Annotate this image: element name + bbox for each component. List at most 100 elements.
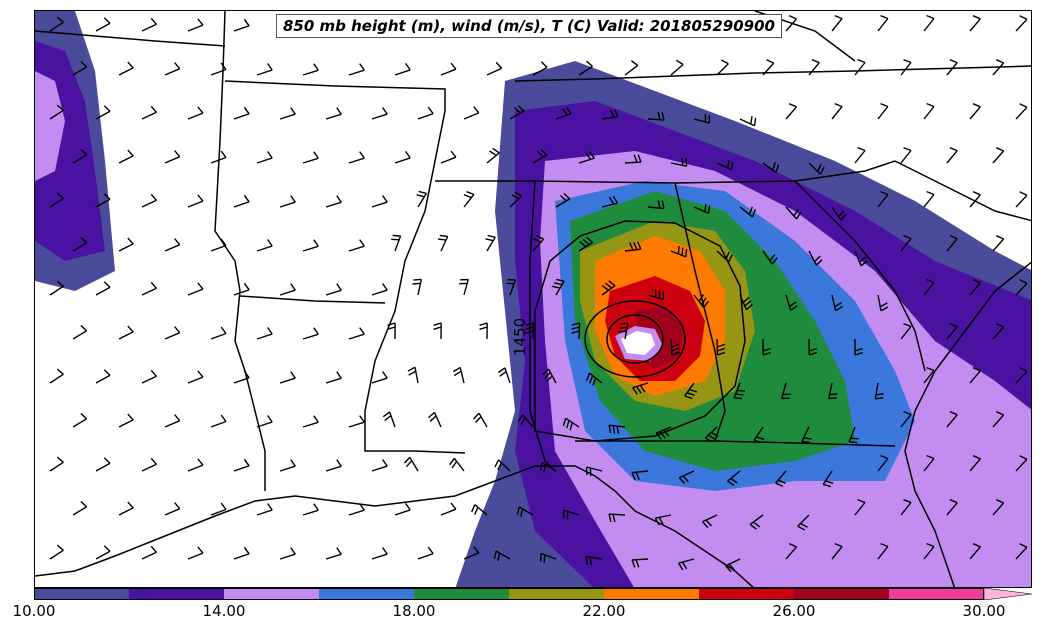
colorbar-tick-label: 30.00 [962, 602, 1006, 620]
wind-barb [739, 116, 757, 127]
wind-barb [233, 282, 250, 296]
wind-barb [762, 59, 775, 76]
wind-barb [1015, 543, 1028, 560]
wind-barb [233, 546, 250, 560]
wind-barb [348, 239, 365, 252]
wind-barb [463, 190, 475, 208]
wind-barb [762, 162, 780, 173]
wind-barb [900, 146, 912, 164]
colorbar-segment [794, 588, 890, 600]
wind-barb [900, 498, 912, 516]
wind-barb [394, 62, 411, 76]
wind-barb [463, 546, 480, 560]
wind-barb [394, 150, 411, 164]
wind-barb [624, 154, 642, 164]
wind-barb [325, 547, 342, 560]
wind-barb [506, 278, 517, 296]
wind-barb [472, 412, 488, 428]
wind-barb [72, 500, 88, 516]
wind-barb [532, 61, 548, 76]
wind-barb [118, 61, 134, 76]
wind-barb [403, 456, 419, 472]
wind-barb [391, 234, 402, 252]
wind-barb [325, 459, 342, 472]
wind-barb [371, 107, 388, 120]
wind-barb [95, 281, 111, 296]
wind-barbs [49, 14, 1028, 573]
wind-barb [187, 458, 204, 472]
wind-barb [601, 280, 616, 296]
wind-barb [808, 162, 825, 175]
wind-barb [739, 294, 753, 311]
wind-barb [797, 514, 810, 531]
wind-barb [874, 382, 884, 400]
wind-barb [95, 457, 111, 472]
colorbar-segment [889, 588, 985, 600]
wind-barb [654, 514, 672, 526]
wind-barb [555, 192, 571, 208]
wind-barb [539, 462, 557, 473]
wind-barb [946, 410, 958, 428]
wind-barb [433, 322, 442, 340]
wind-barb [946, 234, 958, 252]
wind-barb [716, 160, 734, 171]
wind-barb [141, 457, 158, 472]
wind-barb [233, 18, 250, 32]
wind-barb [187, 370, 204, 384]
wind-barb [539, 552, 557, 563]
wind-barb [1015, 15, 1028, 32]
wind-barb [371, 195, 388, 208]
wind-barb [164, 326, 181, 340]
state-border-2 [224, 80, 446, 111]
wind-barb [302, 151, 319, 164]
wind-barb [438, 234, 449, 252]
wind-barb [571, 322, 581, 340]
colorbar-tick-label: 10.00 [12, 602, 56, 620]
wind-barb [233, 194, 250, 208]
wind-barb [72, 324, 88, 340]
wind-barb [578, 60, 593, 76]
wind-barb [412, 278, 422, 296]
colorbar-segment [699, 588, 795, 600]
state-border-1 [214, 11, 266, 491]
wind-barb [563, 509, 580, 520]
wind-barb [585, 372, 603, 386]
wind-barb [923, 542, 935, 560]
wind-barb [394, 502, 411, 516]
state-border-3 [35, 30, 226, 47]
wind-barb [428, 411, 442, 428]
wind-barb [49, 280, 64, 296]
map-title: 850 mb height (m), wind (m/s), T (C) Val… [276, 14, 782, 38]
wind-barb [233, 458, 250, 472]
wind-barb [95, 193, 111, 208]
wind-barb [210, 326, 227, 340]
wind-barb [877, 190, 889, 208]
map-svg: 1450 [35, 11, 1031, 587]
wind-barb [785, 206, 802, 220]
wind-barb [900, 322, 912, 340]
wind-barb [923, 278, 935, 296]
wind-barb [485, 234, 496, 252]
wind-barb [72, 60, 88, 76]
state-border-9 [714, 440, 896, 447]
state-border-6 [364, 110, 466, 454]
wind-barb [555, 106, 572, 120]
wind-barb [256, 327, 273, 340]
wind-barb [693, 114, 711, 124]
wind-barb [348, 327, 365, 340]
wind-barb [578, 151, 595, 164]
wind-barb [854, 338, 864, 356]
colorbar [34, 588, 1032, 600]
wind-barb [608, 513, 626, 523]
wind-barb [808, 338, 818, 356]
wind-barb [72, 148, 88, 164]
wind-barb [848, 426, 859, 444]
wind-barb [946, 146, 958, 164]
wind-barb [785, 15, 798, 32]
wind-barb [542, 368, 557, 384]
wind-barb [279, 371, 296, 384]
wind-barb [118, 501, 134, 516]
wind-barb [95, 369, 111, 384]
wind-barb [164, 238, 181, 252]
wind-barb [348, 415, 365, 428]
